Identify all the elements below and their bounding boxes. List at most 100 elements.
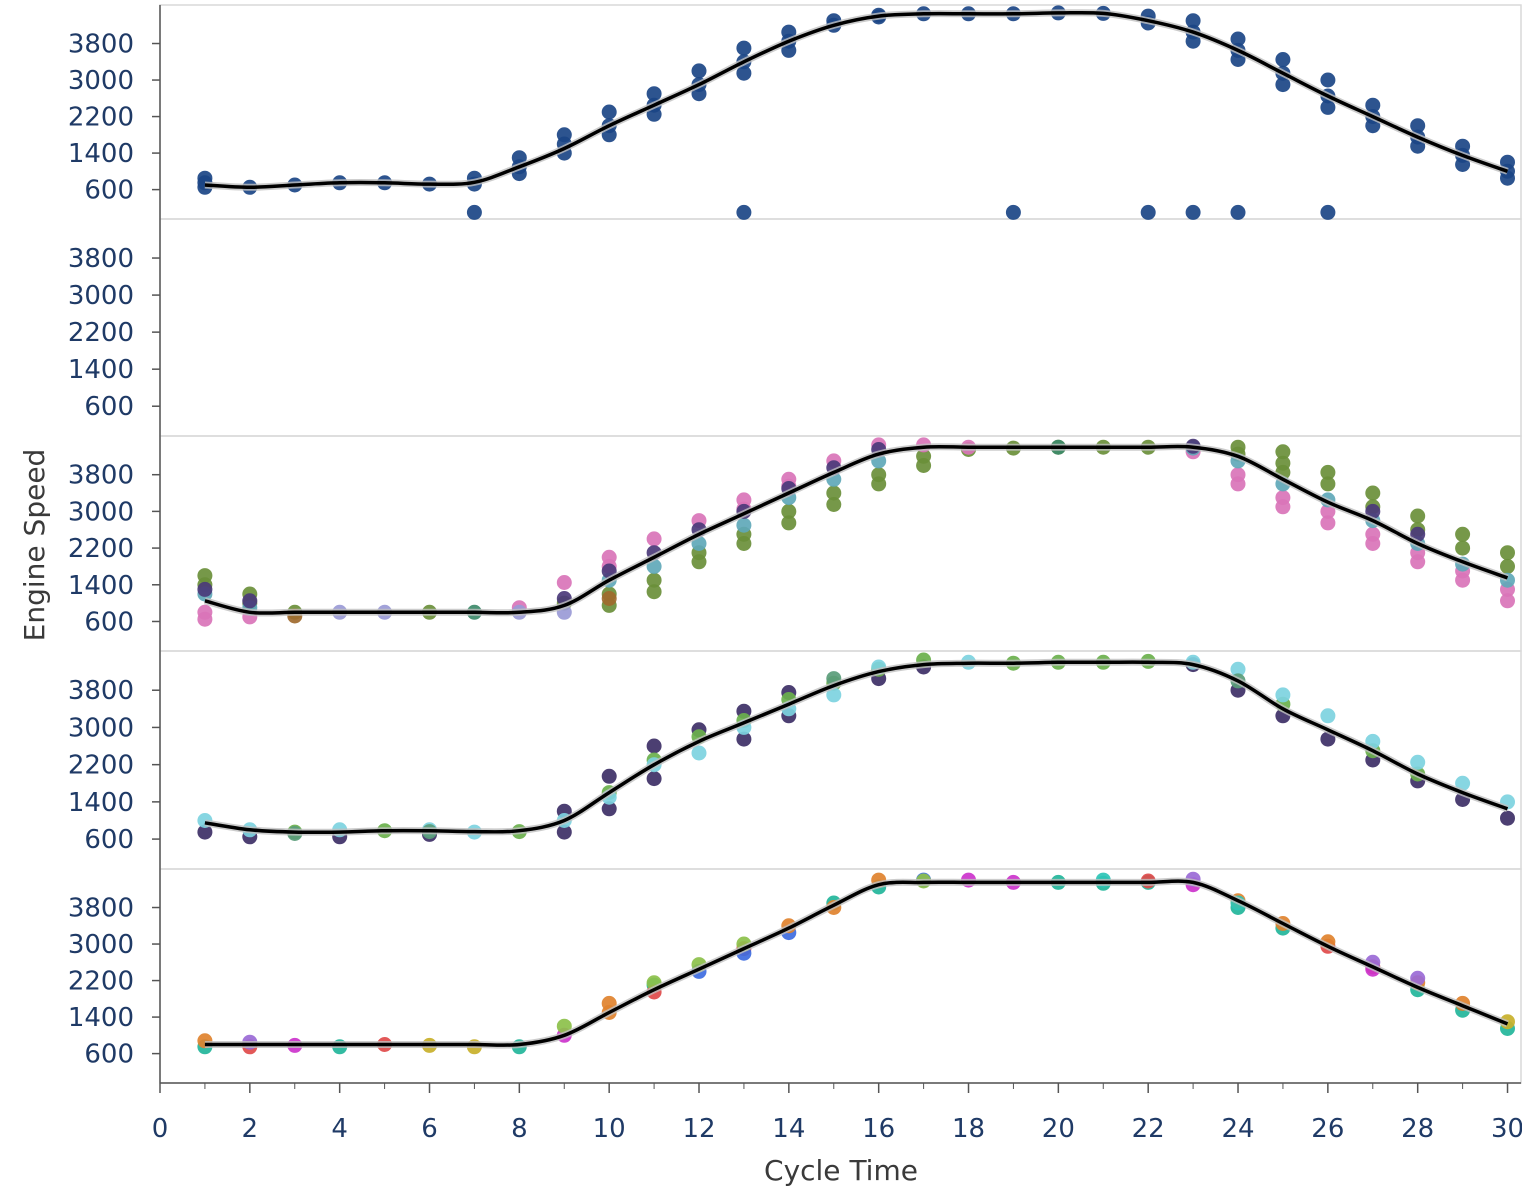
data-point [1365,536,1381,551]
data-point [1230,661,1246,677]
x-tick-label: 10 [593,1114,626,1144]
data-point [781,515,797,531]
data-point [197,824,213,840]
data-point [1275,444,1291,460]
y-tick-label: 2200 [68,534,134,564]
y-axis-ticks: 600 1400 2200 3000 3800 600 1400 2200 3000 3800 60… [68,30,160,1070]
data-point [1230,31,1246,47]
fit-curve [204,660,1509,835]
data-point [826,497,842,512]
data-point [646,86,662,102]
data-point [1320,476,1336,492]
y-tick-label: 1400 [68,571,134,601]
data-point [646,584,662,600]
data-point [1455,540,1471,556]
x-axis-ticks: 0 2 4 6 8 10 12 14 16 18 20 22 24 26 28 30 [152,1083,1522,1144]
x-tick-label: 2 [242,1114,259,1144]
y-tick-label: 1400 [68,1003,134,1033]
data-point [1320,72,1336,88]
fit-curve-halo [203,442,1509,617]
data-point [1185,13,1201,29]
x-tick-label: 28 [1401,1114,1434,1144]
fit-curve-halo [204,9,1509,191]
panel-borders [159,4,1522,1084]
x-tick-label: 20 [1042,1114,1075,1144]
y-tick-label: 3000 [68,281,134,311]
data-point [736,65,752,81]
y-tick-label: 2200 [68,103,134,133]
y-tick-label: 3800 [68,894,134,924]
data-point [691,63,707,79]
x-tick-label: 18 [952,1114,985,1144]
data-point [601,591,617,606]
x-tick-label: 26 [1311,1114,1344,1144]
data-point [916,458,932,473]
data-point [736,731,752,747]
data-point [1455,157,1471,172]
x-tick-label: 22 [1132,1114,1165,1144]
data-point [1500,170,1515,186]
data-point [556,824,572,840]
data-point [1320,204,1336,220]
y-tick-label: 600 [84,392,134,422]
y-tick-label: 3000 [68,497,134,527]
y-tick-label: 3800 [68,30,134,60]
data-point [601,801,617,817]
data-point [601,104,617,120]
y-tick-label: 3000 [68,713,134,743]
y-tick-label: 3800 [68,244,134,274]
data-point [736,204,752,220]
data-point [1455,526,1471,542]
data-point [646,531,662,547]
x-tick-label: 4 [331,1114,348,1144]
data-point [1320,708,1336,724]
x-tick-label: 6 [421,1114,438,1144]
data-point [1410,118,1426,134]
y-tick-label: 2200 [68,751,134,781]
data-point [466,204,482,220]
data-point [871,476,887,492]
data-point [826,485,842,501]
y-tick-label: 3000 [68,930,134,960]
y-tick-label: 600 [84,607,134,637]
data-point [1230,204,1246,220]
data-point [1455,572,1471,588]
x-tick-label: 8 [511,1114,528,1144]
data-point [1410,554,1426,570]
data-point [826,687,842,703]
x-tick-label: 0 [152,1114,169,1144]
data-point [646,738,662,754]
y-tick-label: 1400 [68,788,134,818]
data-point [736,536,752,551]
panel-frame [159,218,1522,437]
y-axis-title: Engine Speed [18,449,51,642]
data-point [601,768,617,784]
y-tick-label: 1400 [68,355,134,385]
fit-lines [203,9,1509,1049]
data-point [1410,508,1426,524]
data-points [197,5,1515,1055]
x-tick-label: 14 [772,1114,805,1144]
x-tick-label: 30 [1491,1114,1522,1144]
data-point [1500,545,1515,561]
data-point [1410,754,1426,770]
data-point [1365,97,1381,113]
data-point [736,517,752,533]
fit-curve [204,444,1509,615]
data-point [556,575,572,590]
data-point [1500,810,1515,826]
data-point [1500,593,1515,609]
data-point [1185,204,1201,220]
data-point [1275,687,1291,703]
data-point [1275,499,1291,515]
data-point [1275,77,1291,93]
data-point [691,745,707,761]
fit-curve [204,879,1509,1047]
data-point [242,593,258,609]
fit-curve [204,10,1509,190]
data-point [197,611,213,627]
data-point [646,771,662,787]
y-tick-label: 3800 [68,676,134,706]
y-tick-label: 600 [84,1040,134,1070]
